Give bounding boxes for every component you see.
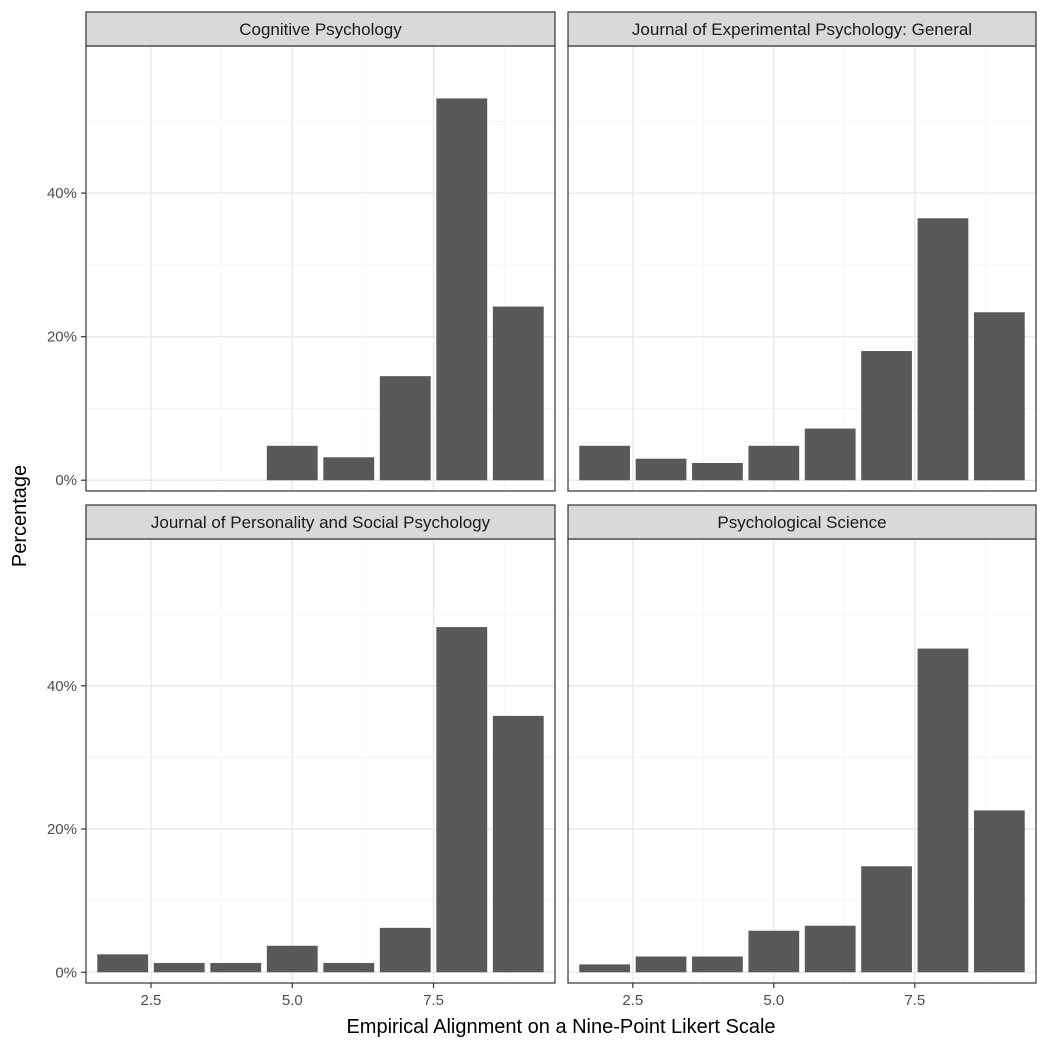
bar — [153, 962, 205, 973]
facet-strip — [567, 11, 1037, 47]
bar — [323, 457, 375, 481]
bar — [579, 445, 631, 481]
bar — [861, 351, 912, 481]
bar — [748, 445, 800, 481]
bar — [266, 445, 318, 481]
x-tick-label: 5.0 — [763, 992, 784, 1009]
y-tick-label: 20% — [47, 821, 77, 838]
bar — [917, 648, 969, 973]
bar — [804, 925, 856, 973]
facet-strip — [85, 11, 556, 47]
facet-panel: Journal of Experimental Psychology: Gene… — [567, 11, 1037, 492]
facet-panel: Cognitive Psychology 0% 20% 40% — [47, 11, 556, 492]
x-axis-title: Empirical Alignment on a Nine-Point Like… — [346, 1016, 775, 1038]
bar — [973, 810, 1025, 973]
bar — [861, 866, 912, 973]
bar — [97, 954, 149, 973]
x-tick-label: 2.5 — [622, 992, 643, 1009]
panels-layer: Cognitive Psychology 0% 20% 40% Journal of E… — [47, 11, 1037, 1009]
y-axis-title: Percentage — [9, 465, 31, 567]
facet-strip — [85, 504, 556, 540]
bar — [579, 964, 631, 973]
facet-strip — [567, 504, 1037, 540]
x-tick-label: 5.0 — [282, 992, 303, 1009]
bar — [379, 376, 431, 481]
x-tick-label: 2.5 — [141, 992, 162, 1009]
bar — [973, 312, 1025, 481]
bar — [748, 930, 800, 973]
facet-strip-title: Journal of Personality and Social Psycho… — [151, 513, 491, 532]
bar — [436, 98, 488, 481]
bar — [492, 306, 544, 481]
bar — [492, 715, 544, 973]
y-tick-label: 0% — [55, 964, 77, 981]
y-tick-label: 40% — [47, 678, 77, 695]
facet-panel: Psychological Science 2.5 5.0 7.5 — [567, 504, 1037, 1009]
bar — [323, 962, 375, 973]
bar — [692, 463, 743, 481]
bar — [266, 945, 318, 973]
facet-strip-title: Cognitive Psychology — [239, 20, 402, 39]
x-tick-label: 7.5 — [423, 992, 444, 1009]
bar — [436, 627, 488, 973]
bar — [917, 218, 969, 481]
facet-panel: Journal of Personality and Social Psycho… — [47, 504, 556, 1009]
y-tick-label: 40% — [47, 185, 77, 202]
bar — [635, 956, 687, 973]
x-tick-label: 7.5 — [904, 992, 925, 1009]
bar — [804, 428, 856, 481]
bar — [635, 458, 687, 481]
facet-strip-title: Journal of Experimental Psychology: Gene… — [632, 20, 972, 39]
bar — [210, 962, 262, 973]
y-tick-label: 20% — [47, 329, 77, 346]
bar — [379, 927, 431, 973]
bar — [692, 956, 743, 973]
y-tick-label: 0% — [55, 472, 77, 489]
facet-strip-title: Psychological Science — [717, 513, 886, 532]
